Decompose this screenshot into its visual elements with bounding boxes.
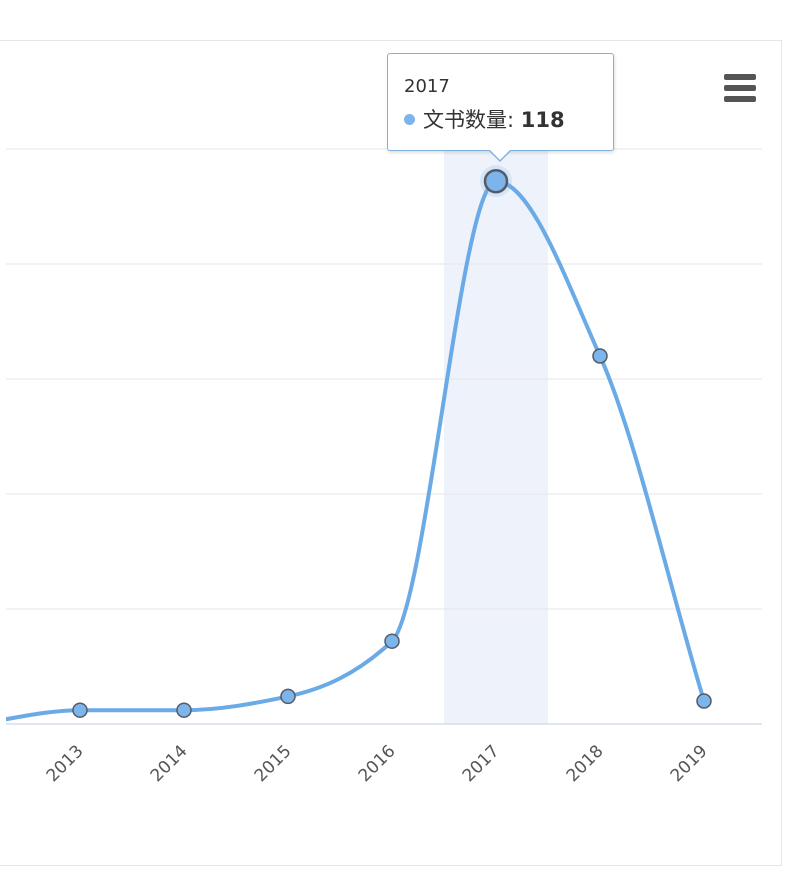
data-point bbox=[696, 693, 712, 709]
data-point bbox=[483, 168, 509, 194]
x-tick-label: 2013 bbox=[43, 741, 88, 786]
series-line bbox=[6, 179, 706, 722]
series-layer bbox=[6, 179, 706, 722]
data-point bbox=[592, 348, 608, 364]
data-tooltip: 2017 文书数量: 118 bbox=[387, 53, 614, 151]
tooltip-series-label: 文书数量 bbox=[423, 108, 507, 132]
x-tick-label: 2015 bbox=[251, 741, 296, 786]
hamburger-icon-bar bbox=[724, 96, 756, 102]
tooltip-value: 118 bbox=[520, 108, 565, 132]
series-dot-icon bbox=[404, 113, 415, 125]
data-point bbox=[384, 633, 400, 649]
x-tick-label: 2019 bbox=[667, 741, 712, 786]
chart-container bbox=[0, 40, 782, 866]
highlight-band bbox=[444, 150, 548, 724]
x-tick-label: 2014 bbox=[147, 741, 192, 786]
x-axis-labels: 2013 2014 2015 2016 2017 2018 2019 bbox=[43, 741, 712, 786]
hamburger-icon-bar bbox=[724, 85, 756, 91]
data-point bbox=[176, 702, 192, 718]
grid-lines bbox=[6, 148, 762, 725]
hover-band-layer bbox=[444, 150, 548, 724]
x-tick-label: 2017 bbox=[459, 741, 504, 786]
data-point bbox=[280, 688, 296, 705]
export-menu-button[interactable] bbox=[718, 70, 760, 106]
x-tick-label: 2018 bbox=[563, 741, 608, 786]
data-point bbox=[72, 702, 88, 718]
tooltip-row: 文书数量: 118 bbox=[404, 104, 565, 134]
x-tick-label: 2016 bbox=[355, 741, 400, 786]
tooltip-arrow bbox=[489, 149, 511, 160]
tooltip-header: 2017 bbox=[404, 76, 450, 97]
marker-layer bbox=[72, 165, 712, 718]
hamburger-icon bbox=[724, 74, 756, 80]
tooltip-separator: : bbox=[507, 108, 521, 132]
